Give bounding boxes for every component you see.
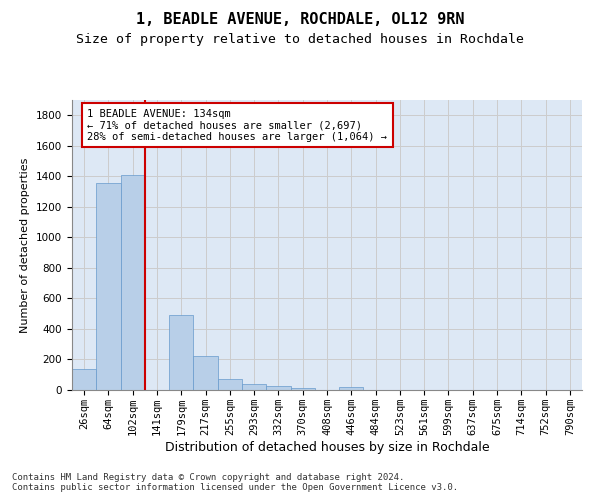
Bar [72,370,96,390]
Bar [290,388,315,390]
Bar [193,356,218,390]
Bar [218,378,242,390]
Bar [96,183,121,390]
Text: 1 BEADLE AVENUE: 134sqm
← 71% of detached houses are smaller (2,697)
28% of semi: 1 BEADLE AVENUE: 134sqm ← 71% of detache… [88,108,388,142]
Bar [121,175,145,390]
Bar [339,387,364,390]
Y-axis label: Number of detached properties: Number of detached properties [20,158,31,332]
Bar [242,384,266,390]
Text: 1, BEADLE AVENUE, ROCHDALE, OL12 9RN: 1, BEADLE AVENUE, ROCHDALE, OL12 9RN [136,12,464,28]
Bar [169,315,193,390]
X-axis label: Distribution of detached houses by size in Rochdale: Distribution of detached houses by size … [164,440,490,454]
Bar [266,386,290,390]
Text: Size of property relative to detached houses in Rochdale: Size of property relative to detached ho… [76,32,524,46]
Text: Contains HM Land Registry data © Crown copyright and database right 2024.
Contai: Contains HM Land Registry data © Crown c… [12,473,458,492]
